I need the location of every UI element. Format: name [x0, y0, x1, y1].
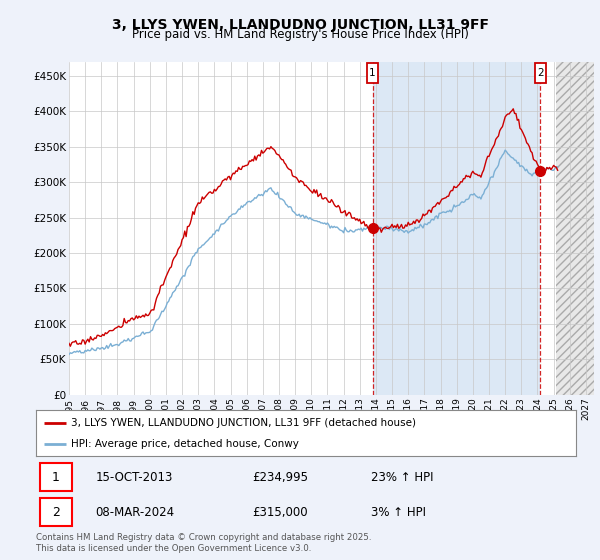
FancyBboxPatch shape: [367, 63, 378, 83]
Text: 2: 2: [52, 506, 60, 519]
Bar: [373, 62, 541, 395]
Text: 23% ↑ HPI: 23% ↑ HPI: [371, 471, 433, 484]
FancyBboxPatch shape: [40, 464, 71, 492]
Text: 1: 1: [369, 68, 376, 78]
Bar: [556, 62, 594, 395]
Text: 3% ↑ HPI: 3% ↑ HPI: [371, 506, 426, 519]
FancyBboxPatch shape: [535, 63, 546, 83]
Text: £315,000: £315,000: [252, 506, 308, 519]
Text: Price paid vs. HM Land Registry's House Price Index (HPI): Price paid vs. HM Land Registry's House …: [131, 28, 469, 41]
Text: 2: 2: [537, 68, 544, 78]
Text: 08-MAR-2024: 08-MAR-2024: [95, 506, 175, 519]
Text: HPI: Average price, detached house, Conwy: HPI: Average price, detached house, Conw…: [71, 439, 299, 449]
Text: 15-OCT-2013: 15-OCT-2013: [95, 471, 173, 484]
FancyBboxPatch shape: [40, 498, 71, 526]
Text: 3, LLYS YWEN, LLANDUDNO JUNCTION, LL31 9FF: 3, LLYS YWEN, LLANDUDNO JUNCTION, LL31 9…: [112, 18, 488, 32]
Text: 3, LLYS YWEN, LLANDUDNO JUNCTION, LL31 9FF (detached house): 3, LLYS YWEN, LLANDUDNO JUNCTION, LL31 9…: [71, 418, 416, 428]
Text: Contains HM Land Registry data © Crown copyright and database right 2025.
This d: Contains HM Land Registry data © Crown c…: [36, 533, 371, 553]
Text: £234,995: £234,995: [252, 471, 308, 484]
Text: 1: 1: [52, 471, 60, 484]
